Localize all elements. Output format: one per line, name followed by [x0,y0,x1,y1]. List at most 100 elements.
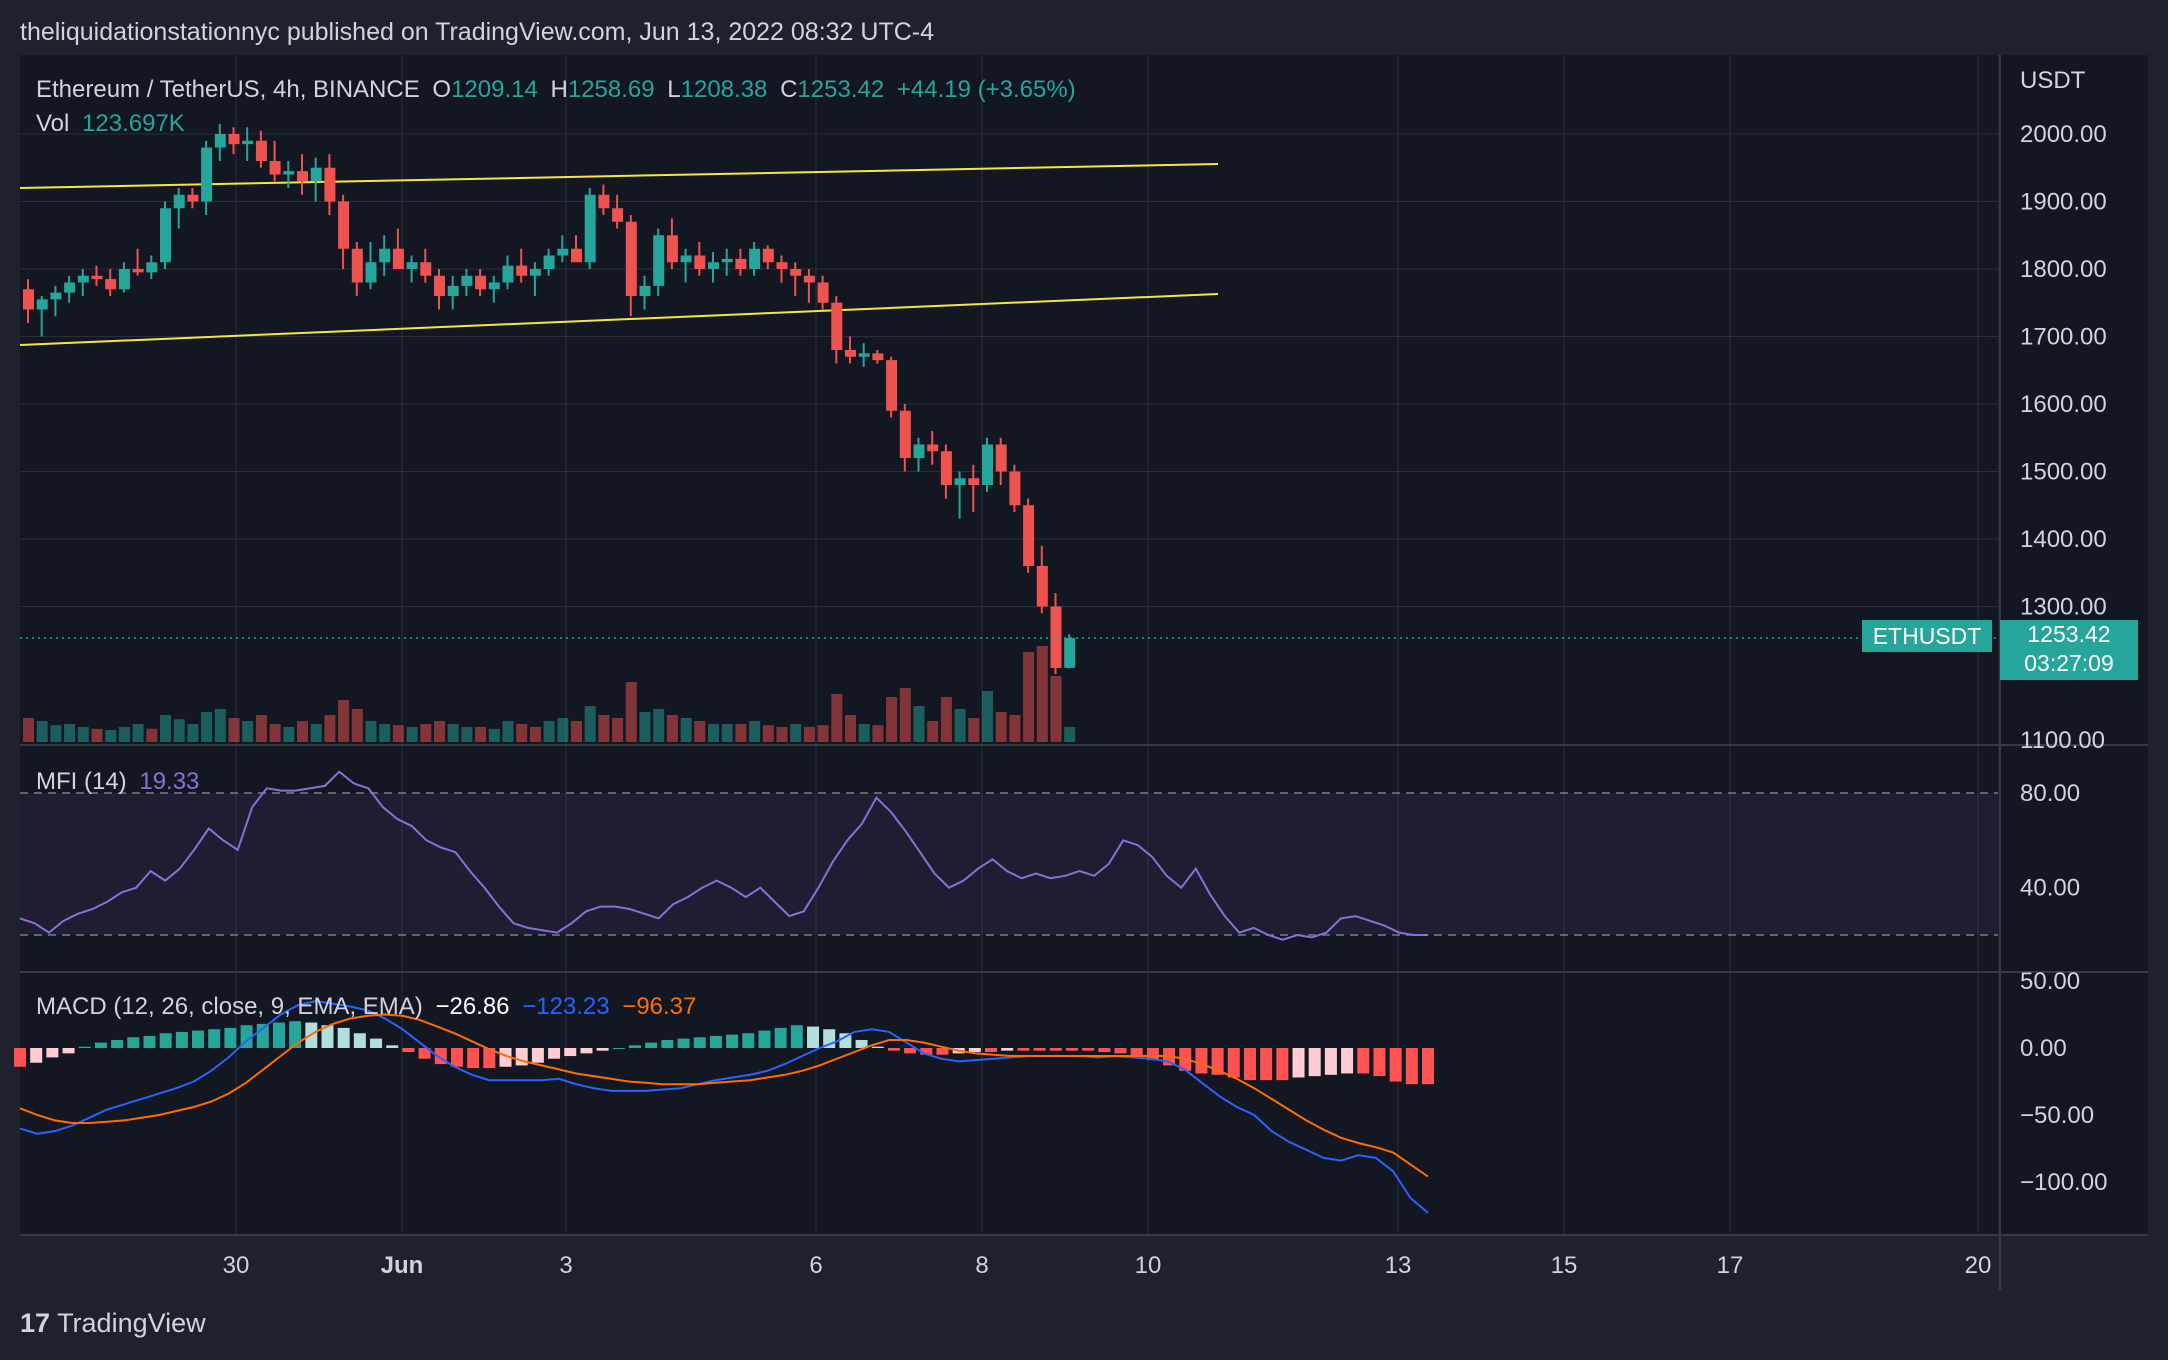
candle-body [228,134,240,145]
candle-body [77,275,89,283]
volume-bar [858,724,870,742]
macd-value: −123.23 [522,993,610,1020]
volume-bar [146,728,158,742]
time-tick-label: 15 [1551,1252,1578,1279]
macd-hist-bar [1114,1048,1127,1054]
macd-hist-bar [143,1035,156,1048]
mfi-tick-label: 40.00 [2020,875,2080,902]
tradingview-logo-icon: 17 [20,1308,51,1338]
price-tick-label: 1700.00 [2020,324,2107,351]
volume-bar [831,694,843,742]
currency-label: USDT [2020,67,2086,94]
volume-bar [1023,652,1035,742]
candle-body [584,194,596,263]
macd-hist-bar [1195,1048,1208,1074]
volume-bar [776,727,788,742]
macd-hist-bar [1324,1048,1337,1075]
volume-bar [338,700,350,742]
volume-bar [625,682,637,742]
macd-tick-label: 0.00 [2020,1035,2067,1062]
volume-bar [36,721,48,742]
tradingview-logo[interactable]: 17 TradingView [20,1308,206,1339]
macd-hist-bar [531,1048,544,1063]
volume-bar [64,724,76,742]
macd-tick-label: 50.00 [2020,968,2080,995]
macd-hist-bar [548,1048,561,1059]
volume-bar [762,725,774,742]
low-label: L [667,76,681,103]
mfi-label[interactable]: MFI (14) [36,768,127,795]
candle-body [982,444,993,485]
candle-body [64,282,76,293]
channel-upper-line [19,163,1219,189]
volume-bar [954,709,966,742]
time-tick-label: 3 [559,1252,572,1279]
macd-hist-bar [1082,1048,1095,1051]
volume-bar [927,721,939,742]
mfi-value: 19.33 [139,768,200,795]
macd-hist-bar [1260,1048,1273,1081]
candle-body [365,262,377,283]
macd-hist-bar [1130,1048,1143,1057]
macd-label[interactable]: MACD (12, 26, close, 9, EMA, EMA) [36,993,423,1020]
candle-body [516,265,528,276]
volume-bar [255,715,267,742]
macd-hist-bar [887,1048,900,1051]
candle-body [557,248,569,256]
volume-bar [639,712,651,742]
volume-bar [447,724,459,742]
volume-label: Vol [36,110,70,137]
candle-body [776,262,788,269]
macd-hist-bar [645,1042,658,1048]
candle-body [461,275,473,286]
volume-bar [845,715,856,742]
macd-hist-bar [726,1034,739,1048]
candle-body [666,235,678,263]
mfi-pane[interactable] [19,770,1998,941]
candle-body [1050,606,1062,668]
macd-hist-bar [30,1048,43,1063]
volume-bar [817,725,829,742]
volume-bar [461,727,473,742]
high-label: H [550,76,568,103]
candle-body [173,194,185,209]
price-pane[interactable] [19,123,1998,742]
main-legend: Ethereum / TetherUS, 4h, BINANCE O1209.1… [36,76,1082,104]
volume-bar [365,721,377,742]
volume-bar [214,709,226,742]
volume-bar [132,724,144,742]
volume-bar [721,724,733,742]
candle-body [831,302,843,350]
candle-body [475,275,487,290]
price-tick-label: 1400.00 [2020,526,2107,553]
candle-body [653,235,665,286]
candle-body [105,279,117,290]
macd-hist-bar [661,1039,674,1048]
volume-bar [598,715,610,742]
volume-bar [735,724,747,742]
brand-name: TradingView [57,1308,206,1338]
low-value: 1208.38 [680,76,768,103]
candle-body [598,194,610,209]
publisher-line: theliquidationstationnyc published on Tr… [20,18,935,46]
candle-body [201,147,213,202]
open-label: O [432,76,452,103]
price-tick-label: 1900.00 [2020,189,2107,216]
candle-body [790,269,802,276]
signal-value: −96.37 [622,993,697,1020]
volume-bar [351,709,363,742]
macd-hist-value: −26.86 [435,993,510,1020]
macd-hist-bar [127,1037,140,1048]
high-value: 1258.69 [567,76,655,103]
candle-body [954,478,966,485]
macd-pane[interactable] [14,1000,1434,1214]
candle-body [502,265,514,283]
price-tick-label: 1100.00 [2020,727,2105,754]
macd-hist-bar [62,1048,75,1054]
symbol-title[interactable]: Ethereum / TetherUS, 4h, BINANCE [36,76,420,103]
macd-hist-bar [1292,1048,1305,1078]
candle-body [612,208,624,222]
macd-hist-bar [94,1042,107,1048]
candle-body [420,262,432,276]
